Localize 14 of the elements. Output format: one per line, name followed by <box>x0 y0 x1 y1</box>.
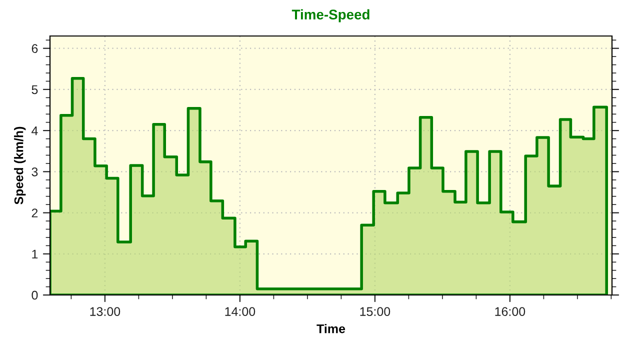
x-axis-title: Time <box>316 324 346 334</box>
x-tick-label: 14:00 <box>225 307 256 316</box>
y-tick-label: 6 <box>32 44 38 53</box>
y-tick-label: 2 <box>32 208 38 218</box>
x-tick-label: 16:00 <box>495 307 526 316</box>
y-tick-label: 0 <box>32 290 38 300</box>
y-tick-label: 3 <box>32 167 38 176</box>
x-tick-label: 15:00 <box>360 307 390 316</box>
chart-title: Time-Speed <box>292 9 370 22</box>
x-tick-label: 13:00 <box>90 307 120 316</box>
y-tick-label: 1 <box>32 250 38 258</box>
y-tick-label: 4 <box>32 126 38 136</box>
y-tick-label: 5 <box>32 85 38 94</box>
y-axis-title: Speed (km/h) <box>14 126 26 204</box>
